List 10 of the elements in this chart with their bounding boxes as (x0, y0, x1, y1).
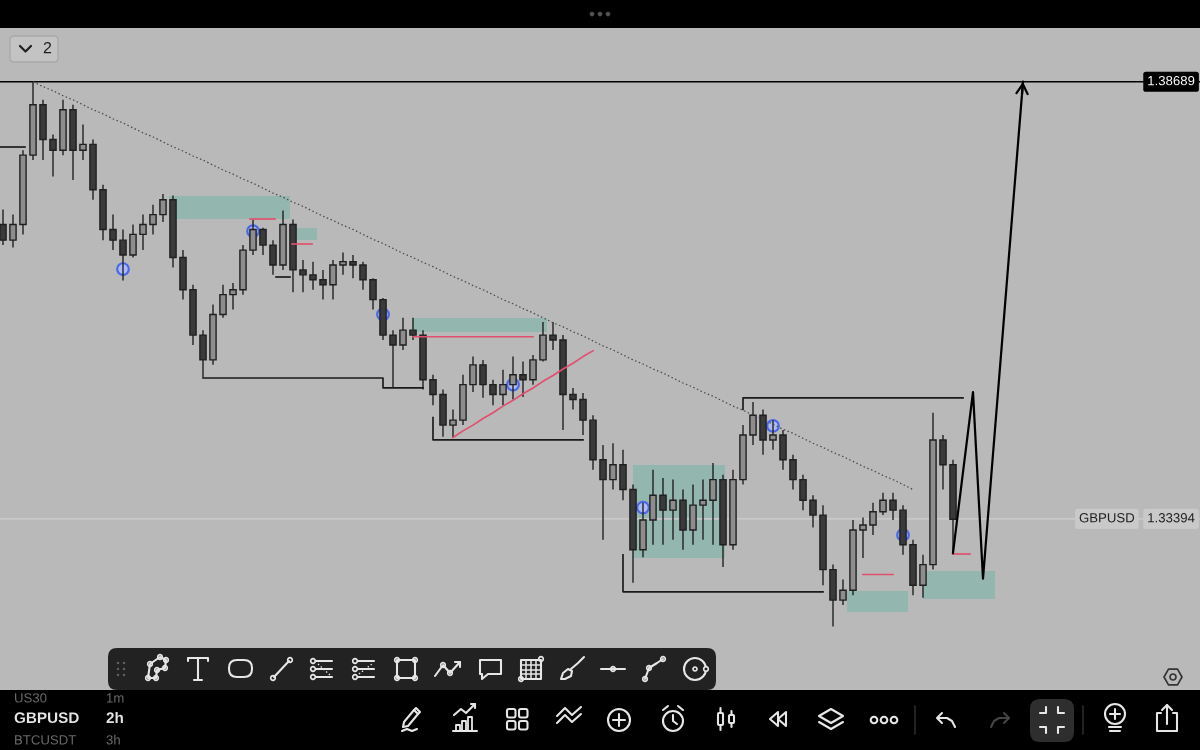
y-tick-label: 1.33394 (1148, 513, 1195, 523)
text: 3h (106, 734, 120, 745)
text: 1m (107, 693, 124, 703)
text: US30 (15, 693, 47, 703)
text: 2h (106, 711, 123, 723)
ref-line-label: GBPUSD (1079, 513, 1135, 523)
text: BTCUSDT (15, 735, 76, 745)
y-tick-label: 1.38689 (1148, 75, 1195, 86)
annotation: 2 (43, 41, 52, 54)
text: GBPUSD (14, 712, 79, 724)
